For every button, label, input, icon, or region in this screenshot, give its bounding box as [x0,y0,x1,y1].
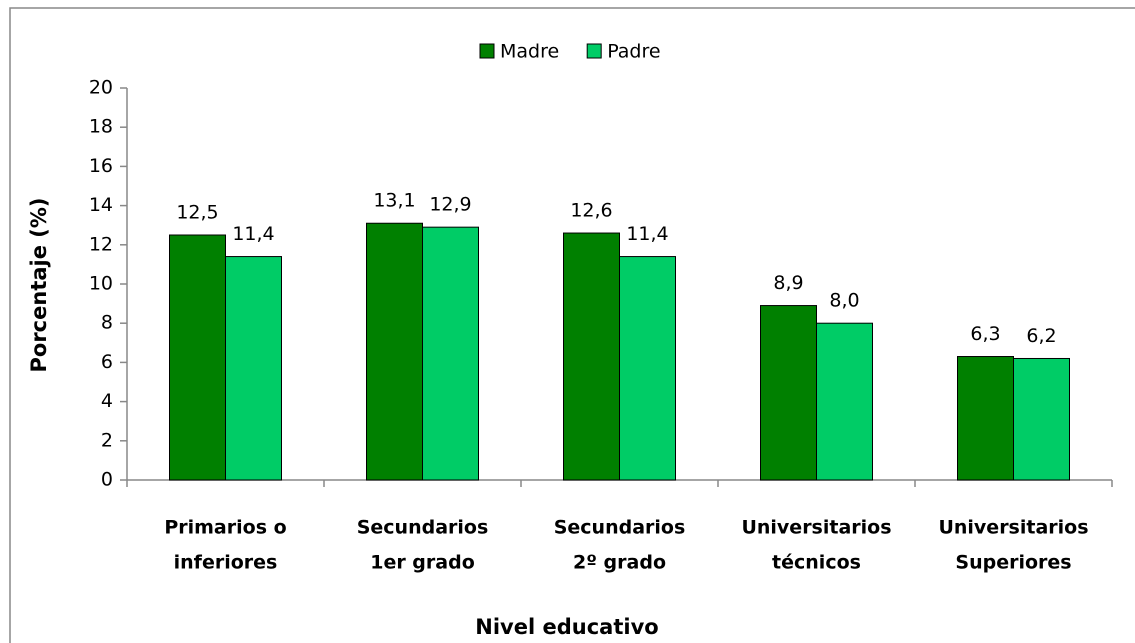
y-tick-label: 6 [101,351,113,373]
x-tick-label: 1er grado [370,552,475,574]
x-tick-label: inferiores [174,552,278,574]
data-label: 8,0 [829,290,859,312]
bar [1013,357,1070,481]
bar [760,305,817,481]
data-label: 6,2 [1026,325,1056,347]
legend-swatch [586,43,602,59]
legend-swatch [479,43,495,59]
x-tick-label: 2º grado [573,552,666,574]
bar [366,222,423,481]
y-tick-label: 0 [101,469,113,491]
data-label: 11,4 [232,223,274,245]
bar [619,256,676,481]
x-tick-label: Universitarios [938,517,1088,539]
bar [169,234,226,481]
y-tick-label: 12 [89,233,113,255]
x-tick-label: Secundarios [554,517,686,539]
data-label: 6,3 [970,323,1000,345]
data-label: 12,6 [570,200,612,222]
x-tick-label: técnicos [772,552,861,574]
x-tick-label: Secundarios [357,517,489,539]
legend-label: Madre [500,41,559,63]
data-label: 12,9 [429,194,471,216]
y-tick-label: 4 [101,390,113,412]
y-tick-label: 2 [101,429,113,451]
x-tick-label: Superiores [955,552,1071,574]
bar [957,356,1014,481]
bar [225,256,282,481]
y-tick-label: 20 [89,77,113,99]
y-tick-label: 14 [89,194,113,216]
bar [563,232,620,481]
y-tick-label: 18 [89,116,113,138]
y-tick-label: 16 [89,155,113,177]
data-label: 12,5 [176,202,218,224]
bar [422,226,479,481]
y-axis-label: Porcentaje (%) [27,197,51,372]
data-label: 11,4 [626,223,668,245]
data-label: 8,9 [773,272,803,294]
x-axis-label: Nivel educativo [475,615,658,639]
y-tick-label: 8 [101,312,113,334]
bar [816,322,873,481]
x-tick-label: Primarios o [164,517,286,539]
legend-label: Padre [607,41,660,63]
y-tick-label: 10 [89,273,113,295]
x-tick-label: Universitarios [741,517,891,539]
data-label: 13,1 [373,190,415,212]
